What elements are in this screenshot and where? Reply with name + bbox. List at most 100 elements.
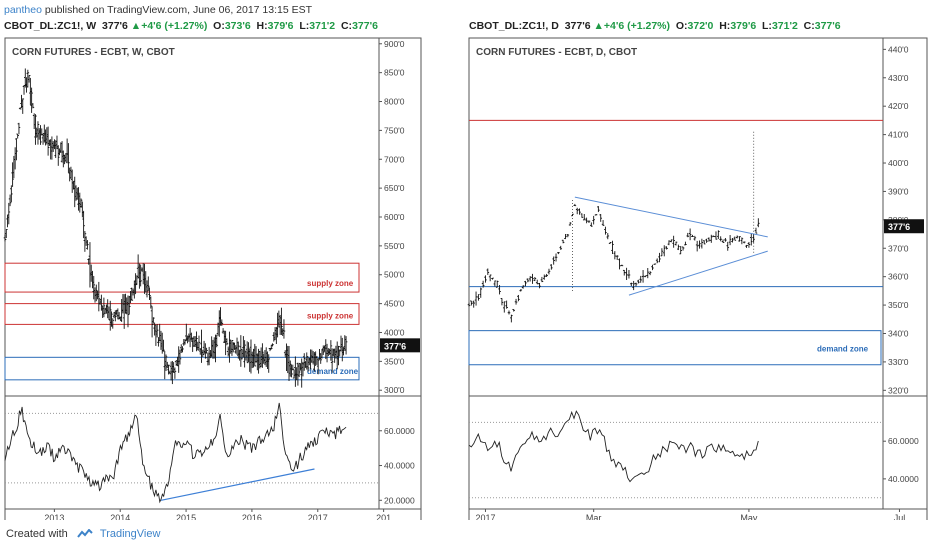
daily-price-bar — [707, 237, 711, 242]
daily-price-bar — [693, 235, 697, 241]
daily-zone-box — [468, 330, 882, 366]
daily-price-bar — [747, 241, 751, 248]
daily-price-bar — [754, 227, 758, 234]
weekly-price-bar — [173, 367, 177, 379]
daily-price-bar — [660, 248, 664, 257]
weekly-price-bar — [271, 343, 274, 347]
daily-price-bar — [519, 289, 523, 292]
weekly-time-tick-label: 2013 — [44, 513, 64, 520]
daily-price-bar — [599, 214, 603, 222]
daily-price-bar — [592, 215, 595, 225]
daily-price-bar — [677, 244, 680, 251]
weekly-price-bar — [126, 295, 130, 328]
daily-price-bar — [474, 291, 478, 306]
weekly-price-bar — [155, 323, 159, 338]
daily-price-bar — [477, 294, 480, 301]
daily-price-bar — [724, 237, 727, 242]
weekly-price-tick-label: 800'0 — [384, 97, 405, 107]
daily-price-bar — [533, 277, 537, 282]
daily-price-tick-label: 400'0 — [888, 158, 909, 168]
weekly-price-bar — [205, 347, 208, 354]
weekly-price-tick-label: 700'0 — [384, 154, 405, 164]
daily-price-bar — [547, 268, 551, 275]
daily-triangle-upper-line — [574, 196, 768, 238]
created-with-text: Created with — [6, 528, 68, 540]
weekly-price-bar — [18, 107, 22, 110]
weekly-time-tick-label: 2014 — [110, 513, 130, 520]
daily-price-bar — [695, 240, 699, 252]
weekly-time-tick-label: 201 — [376, 513, 391, 520]
daily-price-bar — [580, 213, 584, 218]
daily-price-bar — [573, 203, 577, 207]
daily-price-bar — [507, 310, 511, 315]
left-close-label: C: — [340, 20, 353, 32]
daily-price-bar — [618, 258, 621, 270]
weekly-price-bar — [36, 121, 40, 145]
daily-price-bar — [620, 264, 624, 267]
weekly-price-tick-label: 650'0 — [384, 183, 405, 193]
author-link[interactable]: pantheo — [4, 4, 42, 16]
daily-price-tick-label: 340'0 — [888, 328, 909, 338]
weekly-price-bar — [319, 353, 323, 364]
weekly-price-bar — [114, 310, 117, 322]
right-open: 372'0 — [687, 20, 714, 32]
daily-price-bar — [571, 213, 574, 217]
daily-price-bar — [641, 270, 645, 283]
weekly-price-tick-label: 300'0 — [384, 385, 405, 395]
weekly-price-bar — [27, 75, 31, 83]
weekly-price-bar — [111, 318, 115, 329]
daily-price-bar — [545, 273, 548, 278]
daily-price-bar — [665, 246, 668, 250]
daily-price-bar — [688, 228, 692, 241]
weekly-price-bar — [4, 229, 8, 239]
right-low: 371'2 — [771, 20, 798, 32]
daily-price-bar — [726, 241, 730, 251]
weekly-chart-title: CORN FUTURES - ECBT, W, CBOT — [12, 47, 175, 58]
weekly-last-price-box — [380, 338, 420, 353]
weekly-price-bar — [146, 276, 150, 292]
weekly-price-tick-label: 600'0 — [384, 212, 405, 222]
left-high-label: H: — [256, 20, 268, 32]
tradingview-brand[interactable]: TradingView — [99, 528, 161, 540]
weekly-price-bar — [162, 339, 165, 352]
weekly-price-bar — [108, 300, 112, 331]
daily-price-bar — [594, 214, 598, 216]
weekly-price-bar — [139, 264, 142, 287]
daily-price-bar — [717, 230, 720, 239]
daily-price-bar — [535, 279, 539, 285]
daily-price-bar — [524, 280, 527, 287]
daily-price-bar — [531, 273, 534, 284]
weekly-price-bar — [157, 337, 160, 347]
daily-price-bar — [752, 233, 755, 243]
daily-last-price-label: 377'6 — [888, 222, 910, 232]
daily-price-bar — [575, 207, 579, 215]
weekly-zone-box — [4, 262, 360, 293]
weekly-price-bar — [178, 349, 182, 365]
weekly-price-bar — [306, 356, 310, 372]
right-close: 377'6 — [814, 20, 841, 32]
daily-price-bar — [738, 236, 741, 242]
daily-price-bar — [505, 300, 508, 309]
weekly-price-bar — [56, 145, 60, 166]
tradingview-logo-icon — [77, 529, 93, 538]
weekly-zone-label: supply zone — [307, 279, 354, 288]
daily-price-bar — [714, 231, 718, 240]
weekly-price-bar — [253, 343, 257, 367]
left-low: 371'2 — [309, 20, 336, 32]
daily-price-bar — [651, 264, 654, 271]
daily-price-bar — [604, 226, 607, 235]
daily-price-tick-label: 410'0 — [888, 130, 909, 140]
daily-price-bar — [731, 238, 734, 243]
right-ohlc-bar: CBOT_DL:ZC1!, D 377'6 ▲+4'6 (+1.27%) O:3… — [469, 20, 841, 32]
weekly-zone-label: supply zone — [307, 311, 354, 320]
daily-price-tick-label: 430'0 — [888, 73, 909, 83]
daily-price-bar — [644, 275, 647, 278]
weekly-price-bar — [297, 363, 301, 378]
left-open: 373'6 — [224, 20, 251, 32]
weekly-price-bar — [196, 341, 200, 351]
daily-price-bar — [587, 220, 591, 224]
charts-canvas[interactable]: CORN FUTURES - ECBT, W, CBOT 300'0 350'0 40… — [0, 0, 932, 520]
daily-rsi-tick-label: 60.0000 — [888, 436, 919, 446]
daily-price-bar — [582, 213, 586, 221]
daily-price-bar — [735, 235, 739, 239]
